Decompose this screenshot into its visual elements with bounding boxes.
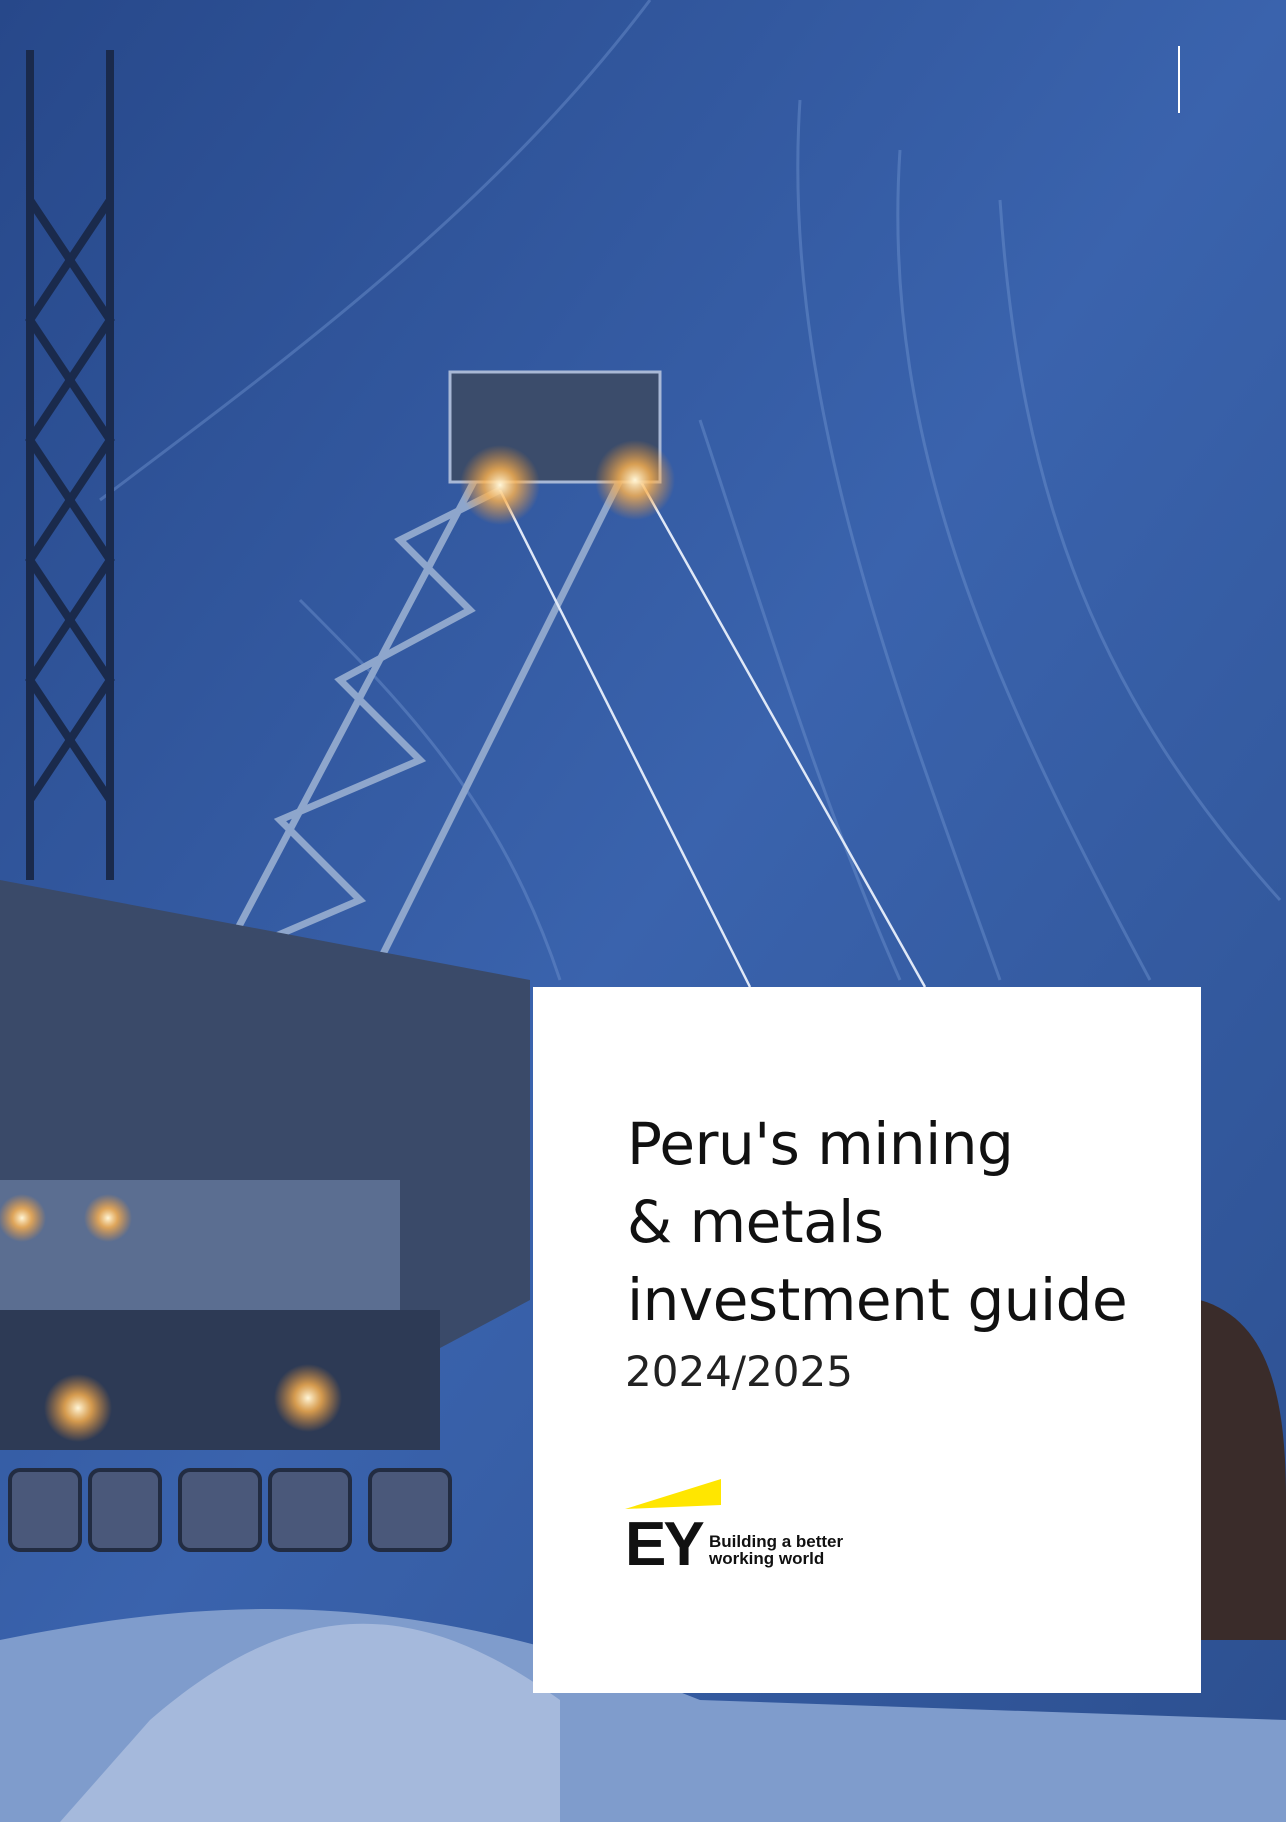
tagline-line: Building a better: [709, 1532, 844, 1551]
divider-line: [1178, 46, 1180, 113]
year: 2024/2025: [625, 1347, 853, 1396]
title-line: investment guide: [627, 1266, 1128, 1334]
title: Peru's mining & metals investment guide: [627, 1105, 1128, 1339]
title-line: & metals: [627, 1188, 884, 1256]
title-card: Peru's mining & metals investment guide …: [533, 987, 1201, 1693]
logo-tagline: Building a better working world: [709, 1533, 843, 1567]
title-line: Peru's mining: [627, 1110, 1014, 1178]
tagline-line: working world: [709, 1549, 825, 1568]
logo-beam: [625, 1479, 721, 1509]
logo-mark: EY: [625, 1510, 705, 1579]
ey-logo: EY Building a better working world: [625, 1475, 865, 1579]
